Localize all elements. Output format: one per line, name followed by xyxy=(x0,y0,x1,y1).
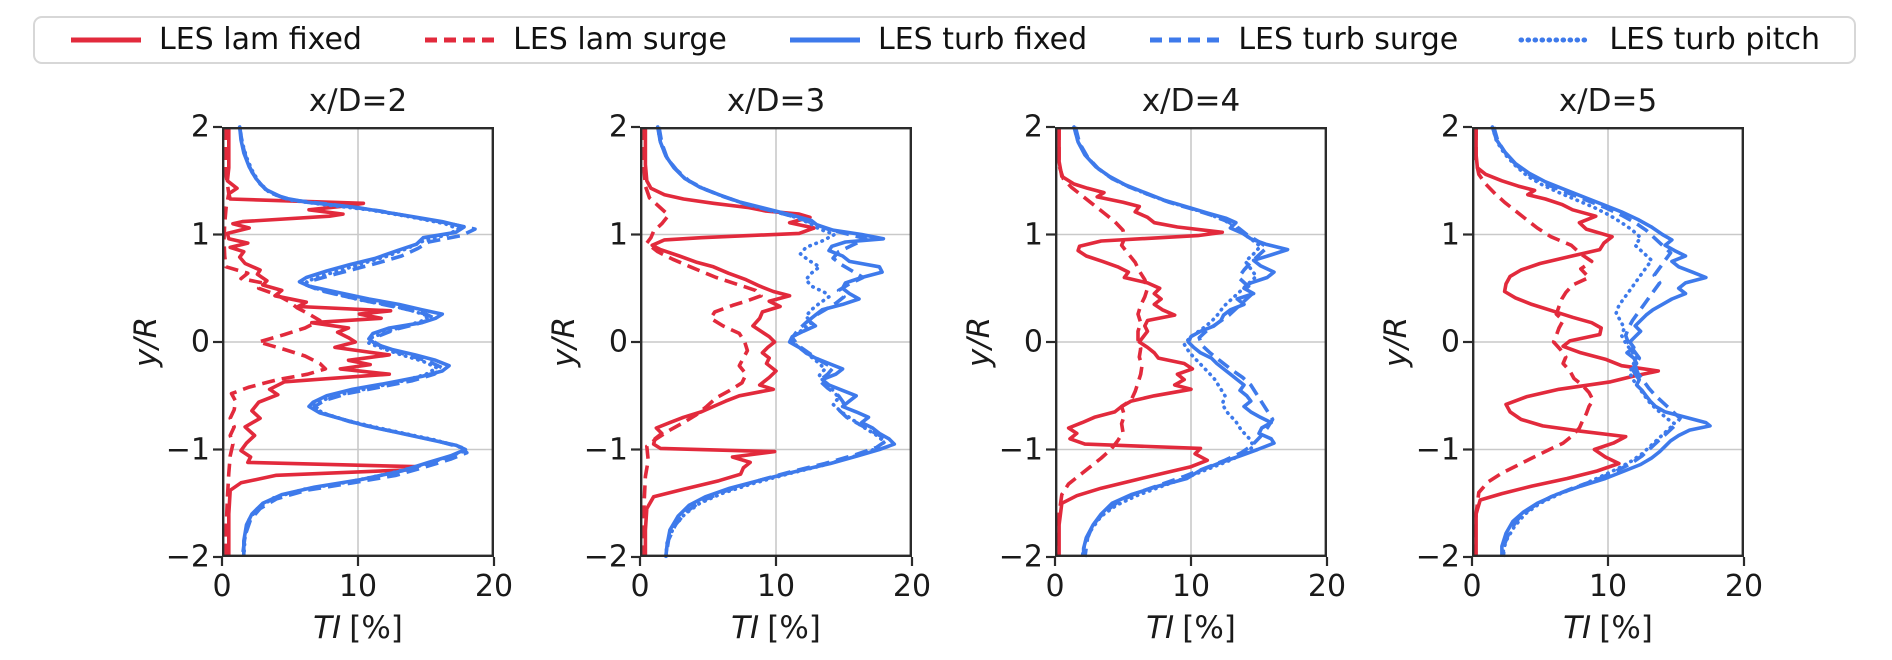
legend-item-les-turb-surge: LES turb surge xyxy=(1148,25,1458,55)
plot-area xyxy=(213,125,496,566)
y-tick-label: 1 xyxy=(608,217,628,252)
legend-label: LES lam fixed xyxy=(159,22,362,57)
series-les-lam-surge xyxy=(1055,127,1150,557)
series-les-turb-pitch xyxy=(655,125,887,559)
axes-spines xyxy=(222,127,495,558)
legend-label: LES turb pitch xyxy=(1609,22,1820,57)
x-tick-label: 0 xyxy=(1462,569,1482,604)
y-tick-label: 1 xyxy=(1023,217,1043,252)
dashed-blue-line-icon xyxy=(1150,37,1221,43)
subplot-xd5: x/D=5 y/R TI [%] 0 10 20 2 1 0 −1 −2 xyxy=(1360,80,1763,660)
solid-blue-line-icon xyxy=(790,37,860,43)
series-les-turb-surge xyxy=(237,126,477,558)
series-les-turb-fixed xyxy=(1490,126,1712,557)
subplot-xd3: x/D=3 y/R TI [%] 0 10 20 2 1 0 −1 −2 xyxy=(528,80,931,660)
y-tick-label: −1 xyxy=(1415,432,1460,467)
subplot-xd4: x/D=4 y/R TI [%] 0 10 20 2 1 0 −1 −2 xyxy=(943,80,1346,660)
y-tick-label: −1 xyxy=(583,432,628,467)
legend-label: LES lam surge xyxy=(513,22,727,57)
series-les-lam-fixed xyxy=(225,127,420,557)
y-tick-label: 0 xyxy=(1023,324,1043,360)
y-tick-label: −2 xyxy=(1415,539,1460,575)
x-tick-label: 10 xyxy=(338,569,378,604)
plot-area xyxy=(1463,125,1746,566)
y-tick-label: 2 xyxy=(1023,109,1043,145)
subplot-title: x/D=5 xyxy=(1558,83,1658,119)
x-axis-label: TI [%] xyxy=(1146,610,1236,646)
x-tick-label: 0 xyxy=(212,569,232,604)
legend-item-les-lam-fixed: LES lam fixed xyxy=(69,25,362,55)
y-tick-label: −2 xyxy=(165,539,210,575)
y-tick-label: −2 xyxy=(583,539,628,575)
series-les-turb-surge xyxy=(657,126,890,558)
axes-spines xyxy=(1472,127,1745,558)
series-les-lam-surge xyxy=(222,127,328,557)
dotted-blue-line-icon xyxy=(1518,37,1594,43)
x-tick-label: 0 xyxy=(1045,569,1065,604)
series-les-turb-pitch xyxy=(237,125,465,559)
x-axis-label: TI [%] xyxy=(1563,610,1653,646)
subplot-title: x/D=3 xyxy=(726,83,826,119)
dashed-red-line-icon xyxy=(425,37,496,43)
plot-area xyxy=(631,125,914,566)
y-tick-label: 2 xyxy=(1440,109,1460,145)
axes-spines xyxy=(640,127,913,558)
x-tick-label: 20 xyxy=(474,569,514,604)
x-axis-label: TI [%] xyxy=(731,610,821,646)
series-les-lam-surge xyxy=(1472,127,1595,558)
y-tick-label: −1 xyxy=(998,432,1043,467)
legend-box: LES lam fixed LES lam surge LES turb fix… xyxy=(33,16,1856,64)
x-axis-label: TI [%] xyxy=(313,610,403,646)
y-tick-label: −2 xyxy=(998,539,1043,575)
y-tick-label: −1 xyxy=(165,432,210,467)
series-les-lam-fixed xyxy=(1474,127,1661,557)
axes-spines xyxy=(1055,127,1328,558)
y-tick-label: 2 xyxy=(608,109,628,145)
subplot-title: x/D=4 xyxy=(1141,83,1241,119)
y-tick-label: 0 xyxy=(190,324,210,360)
legend-label: LES turb surge xyxy=(1238,22,1459,57)
y-tick-label: 2 xyxy=(190,109,210,145)
x-tick-label: 0 xyxy=(630,569,650,604)
series-les-turb-pitch xyxy=(1490,125,1677,559)
legend-item-les-turb-fixed: LES turb fixed xyxy=(788,25,1087,55)
series-les-turb-fixed xyxy=(655,126,897,558)
y-tick-label: 1 xyxy=(1440,217,1460,252)
x-tick-label: 10 xyxy=(1588,569,1628,604)
x-tick-label: 10 xyxy=(1171,569,1211,604)
plot-area xyxy=(1046,125,1329,566)
subplot-title: x/D=2 xyxy=(308,83,408,119)
x-tick-label: 20 xyxy=(892,569,932,604)
legend-label: LES turb fixed xyxy=(878,22,1088,57)
x-tick-label: 10 xyxy=(756,569,796,604)
subplot-xd2: x/D=2 y/R TI [%] 0 10 20 2 1 0 −1 −2 xyxy=(110,80,513,660)
series-les-lam-surge xyxy=(642,127,763,557)
x-tick-label: 20 xyxy=(1307,569,1347,604)
y-tick-label: 0 xyxy=(608,324,628,360)
legend-item-les-turb-pitch: LES turb pitch xyxy=(1518,22,1820,57)
series-les-lam-fixed xyxy=(1057,127,1225,557)
series-les-turb-surge xyxy=(1492,126,1682,558)
series-les-turb-pitch xyxy=(1072,125,1263,559)
legend-item-les-lam-surge: LES lam surge xyxy=(423,25,727,55)
y-tick-label: 0 xyxy=(1440,324,1460,360)
y-tick-label: 1 xyxy=(190,217,210,252)
x-tick-label: 20 xyxy=(1724,569,1764,604)
solid-red-line-icon xyxy=(71,37,141,43)
